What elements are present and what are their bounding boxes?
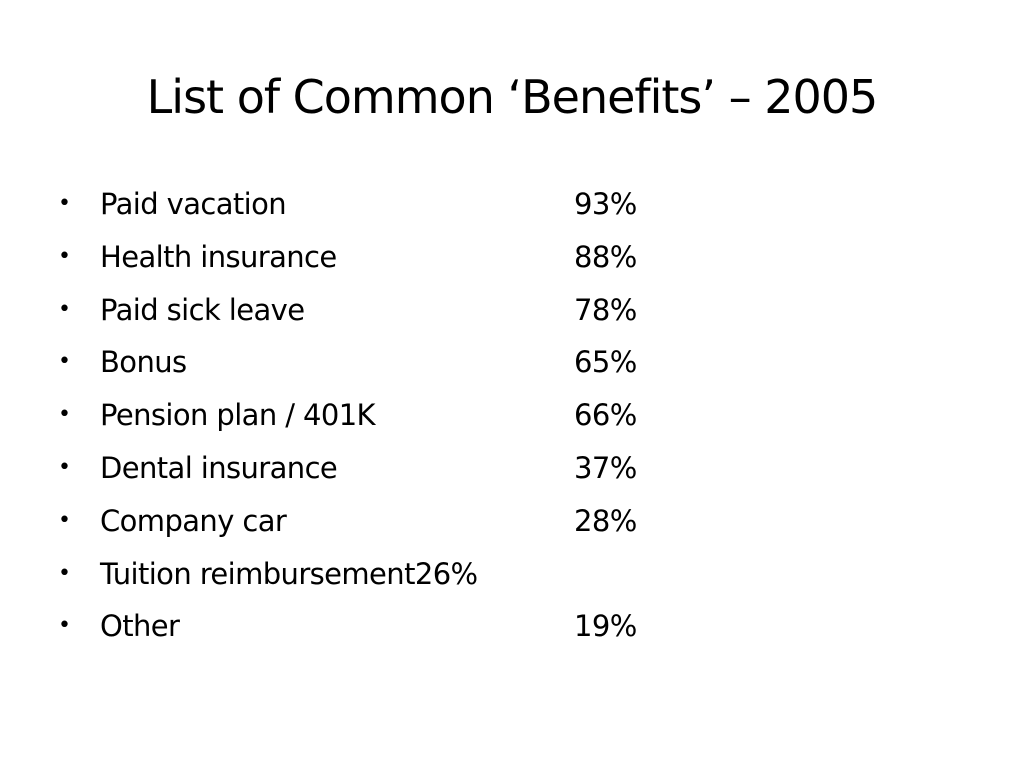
slide-title: List of Common ‘Benefits’ – 2005 (146, 70, 879, 124)
bullet-icon: • (58, 560, 71, 586)
benefit-label: Dental insurance (100, 450, 338, 485)
bullet-icon: • (58, 402, 71, 428)
benefit-label: Paid vacation (100, 187, 287, 221)
bullet-icon: • (58, 454, 71, 480)
benefit-label: Tuition reimbursement26% (100, 556, 478, 591)
benefit-percent: 88% (574, 239, 637, 274)
benefit-label: Company car (100, 503, 287, 538)
benefit-percent: 37% (574, 450, 637, 485)
bullet-icon: • (58, 191, 71, 216)
benefit-percent: 28% (574, 503, 637, 538)
bullet-icon: • (58, 507, 71, 533)
benefit-percent: 65% (574, 345, 637, 380)
benefit-label: Other (100, 609, 180, 644)
benefit-percent: 66% (574, 398, 637, 433)
benefit-percent: 78% (574, 292, 637, 327)
benefit-percent: 19% (574, 609, 637, 644)
benefit-label: Pension plan / 401K (100, 398, 376, 433)
benefit-label: Bonus (100, 345, 187, 380)
benefit-label: Paid sick leave (100, 292, 305, 327)
bullet-icon: • (58, 349, 71, 375)
benefit-percent: 93% (574, 187, 637, 221)
bullet-icon: • (58, 243, 71, 269)
benefit-label: Health insurance (100, 239, 337, 274)
bullet-icon: • (58, 296, 71, 322)
bullet-icon: • (58, 613, 71, 639)
